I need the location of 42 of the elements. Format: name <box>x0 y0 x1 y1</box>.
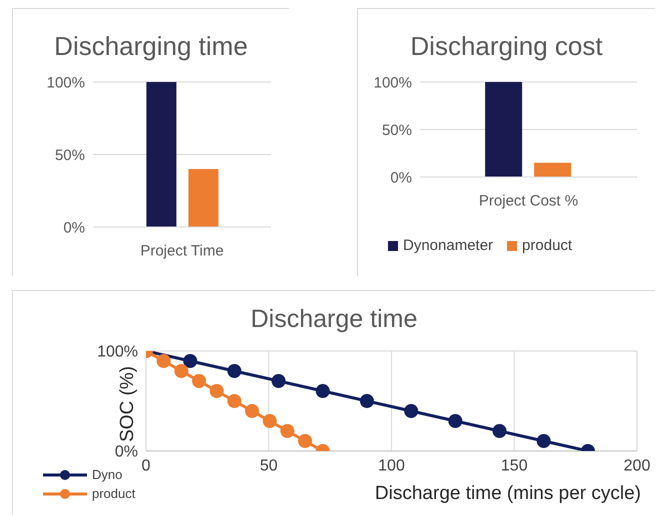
point <box>210 384 224 398</box>
point <box>536 434 551 448</box>
legend-label: Dyno <box>92 467 122 482</box>
y-tick-label: 100% <box>374 74 412 92</box>
point <box>262 414 277 428</box>
y-tick-label: 0% <box>390 169 412 186</box>
point <box>183 354 198 368</box>
y-tick-label: 50% <box>54 146 85 164</box>
chart-title: Discharging time <box>53 31 249 62</box>
chart-title: Discharge time <box>250 305 418 334</box>
x-tick-label: Project Cost % <box>478 192 578 210</box>
legend-label: product <box>522 237 572 254</box>
point <box>245 404 260 418</box>
point <box>192 374 206 388</box>
point <box>448 414 462 428</box>
x-tick-label: 50 <box>260 457 278 474</box>
point <box>360 394 374 408</box>
point <box>316 384 330 398</box>
x-tick-label: 100 <box>378 457 405 474</box>
y-axis-title: SOC (%) <box>117 366 139 442</box>
point <box>227 364 242 378</box>
point <box>298 434 312 448</box>
point <box>272 374 286 388</box>
y-tick-label: 0% <box>114 444 138 461</box>
point <box>404 404 418 418</box>
y-tick-label: 50% <box>382 122 412 139</box>
legend-label: Dynonameter <box>403 237 494 254</box>
x-tick-label: 200 <box>624 457 650 474</box>
point <box>492 424 507 438</box>
y-tick-label: 100% <box>97 344 138 361</box>
x-tick-label: 150 <box>500 457 528 474</box>
legend-label: product <box>92 486 136 501</box>
point <box>227 394 242 408</box>
x-tick-label: 0 <box>142 457 151 474</box>
point <box>156 354 171 368</box>
point <box>280 424 294 438</box>
point <box>174 364 188 378</box>
y-tick-label: 0% <box>63 219 85 236</box>
x-tick-label: Project Time <box>140 242 224 260</box>
chart-title: Discharging cost <box>409 31 604 62</box>
y-tick-label: 100% <box>46 74 85 92</box>
x-axis-title: Discharge time (mins per cycle) <box>374 483 641 505</box>
